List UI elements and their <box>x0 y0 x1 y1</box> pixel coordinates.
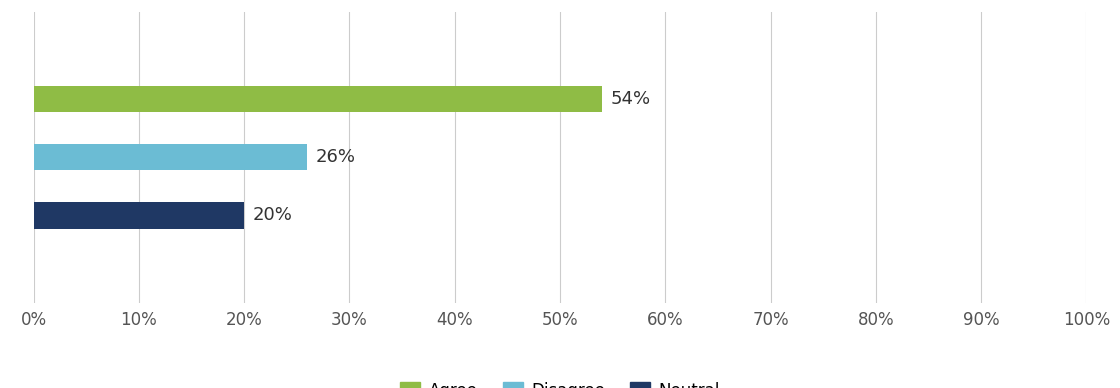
Text: 20%: 20% <box>253 206 292 224</box>
Legend: Agree, Disagree, Neutral: Agree, Disagree, Neutral <box>394 375 726 388</box>
Text: 26%: 26% <box>316 148 356 166</box>
Text: 54%: 54% <box>610 90 651 108</box>
Bar <box>34 144 307 170</box>
Bar <box>34 202 244 229</box>
Bar <box>34 86 603 112</box>
